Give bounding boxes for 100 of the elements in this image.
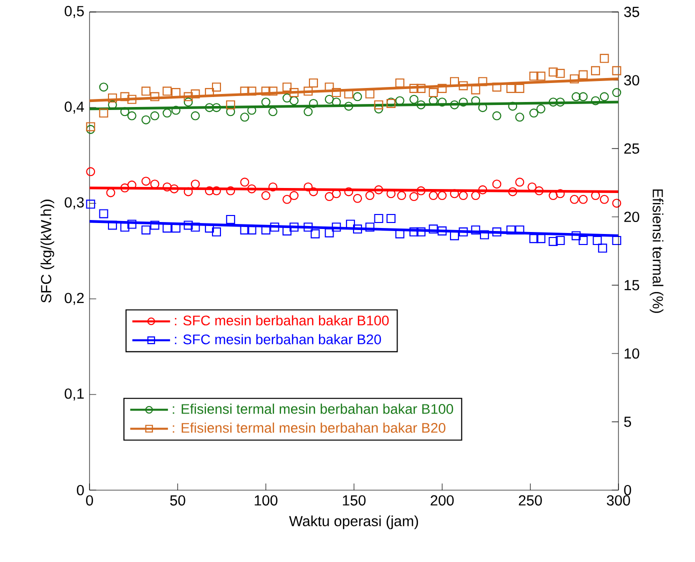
point — [99, 82, 108, 92]
point — [120, 222, 130, 232]
point — [478, 185, 488, 194]
y2-tick-label: 0 — [624, 485, 632, 496]
point — [438, 84, 447, 94]
y2-tick-label: 30 — [624, 75, 640, 86]
point — [492, 180, 502, 189]
point — [536, 72, 546, 81]
point — [534, 186, 544, 196]
point — [240, 226, 250, 235]
point — [450, 189, 459, 198]
point — [282, 82, 292, 92]
point — [324, 228, 334, 238]
point — [458, 81, 468, 90]
point — [416, 100, 426, 110]
y2-tick-label: 20 — [624, 212, 640, 222]
point — [332, 222, 341, 232]
legend-label: : SFC mesin berbahan bakar B20 — [174, 334, 381, 344]
x-tick-label: 250 — [518, 495, 542, 506]
point — [308, 78, 318, 88]
point — [212, 82, 221, 92]
point — [365, 222, 374, 232]
point — [591, 96, 600, 106]
point — [184, 220, 193, 230]
point — [578, 92, 588, 102]
y2-tick-label: 35 — [624, 6, 640, 18]
y2-tick-label: 5 — [624, 416, 632, 428]
point — [184, 187, 193, 196]
x-tick-label: 300 — [606, 495, 630, 506]
point — [310, 229, 320, 238]
point — [600, 92, 609, 102]
point — [612, 66, 622, 76]
point — [99, 209, 108, 218]
point — [141, 86, 150, 96]
point — [108, 220, 117, 230]
point — [386, 214, 396, 224]
point — [409, 84, 418, 94]
point — [529, 234, 538, 244]
point — [150, 220, 160, 230]
point — [428, 191, 438, 200]
point — [600, 195, 609, 204]
y-tick-label: 0,3 — [64, 197, 84, 210]
point — [556, 98, 565, 107]
point — [556, 189, 565, 198]
point — [171, 106, 180, 115]
point — [240, 112, 250, 122]
point — [212, 186, 221, 196]
point — [127, 111, 136, 120]
point — [600, 54, 609, 64]
point — [240, 178, 250, 187]
point — [120, 107, 130, 116]
y-tick-label: 0,4 — [64, 102, 84, 114]
point — [127, 95, 136, 104]
point — [458, 98, 468, 107]
point — [492, 82, 502, 92]
point — [428, 88, 438, 98]
point — [226, 100, 236, 110]
point — [365, 191, 374, 200]
point — [570, 195, 579, 204]
point — [612, 88, 622, 98]
point — [598, 244, 608, 253]
x-tick-label: 100 — [254, 495, 278, 506]
point — [324, 95, 334, 104]
point — [240, 86, 250, 96]
point — [304, 107, 313, 116]
point — [120, 184, 130, 193]
point — [108, 94, 117, 103]
point — [508, 187, 518, 196]
point — [548, 98, 558, 107]
y2-tick-label: 15 — [624, 280, 640, 290]
y-tick-label: 0,2 — [64, 292, 84, 306]
legend-label: : SFC mesin berbahan bakar B100 — [174, 315, 389, 326]
point — [184, 98, 193, 107]
point — [492, 111, 502, 120]
point — [529, 72, 538, 81]
point — [353, 92, 362, 102]
point — [471, 191, 480, 200]
point — [536, 234, 546, 244]
y2-axis-title: Efisiensi termal (%) — [650, 190, 664, 314]
point — [86, 125, 96, 134]
point — [162, 224, 172, 233]
point — [480, 230, 489, 240]
point — [612, 236, 622, 246]
point — [304, 182, 313, 192]
point — [270, 222, 280, 232]
y-tick-label: 0,1 — [64, 388, 84, 401]
point — [86, 200, 96, 209]
point — [578, 236, 588, 246]
point — [247, 184, 256, 194]
x-axis-title: Waktu operasi (jam) — [289, 516, 418, 530]
point — [438, 191, 447, 200]
point — [556, 236, 565, 246]
point — [572, 231, 581, 240]
point — [268, 107, 278, 116]
point — [190, 111, 200, 120]
point — [308, 187, 318, 196]
point — [261, 191, 270, 200]
point — [150, 92, 160, 102]
point — [458, 191, 468, 200]
point — [141, 116, 150, 125]
